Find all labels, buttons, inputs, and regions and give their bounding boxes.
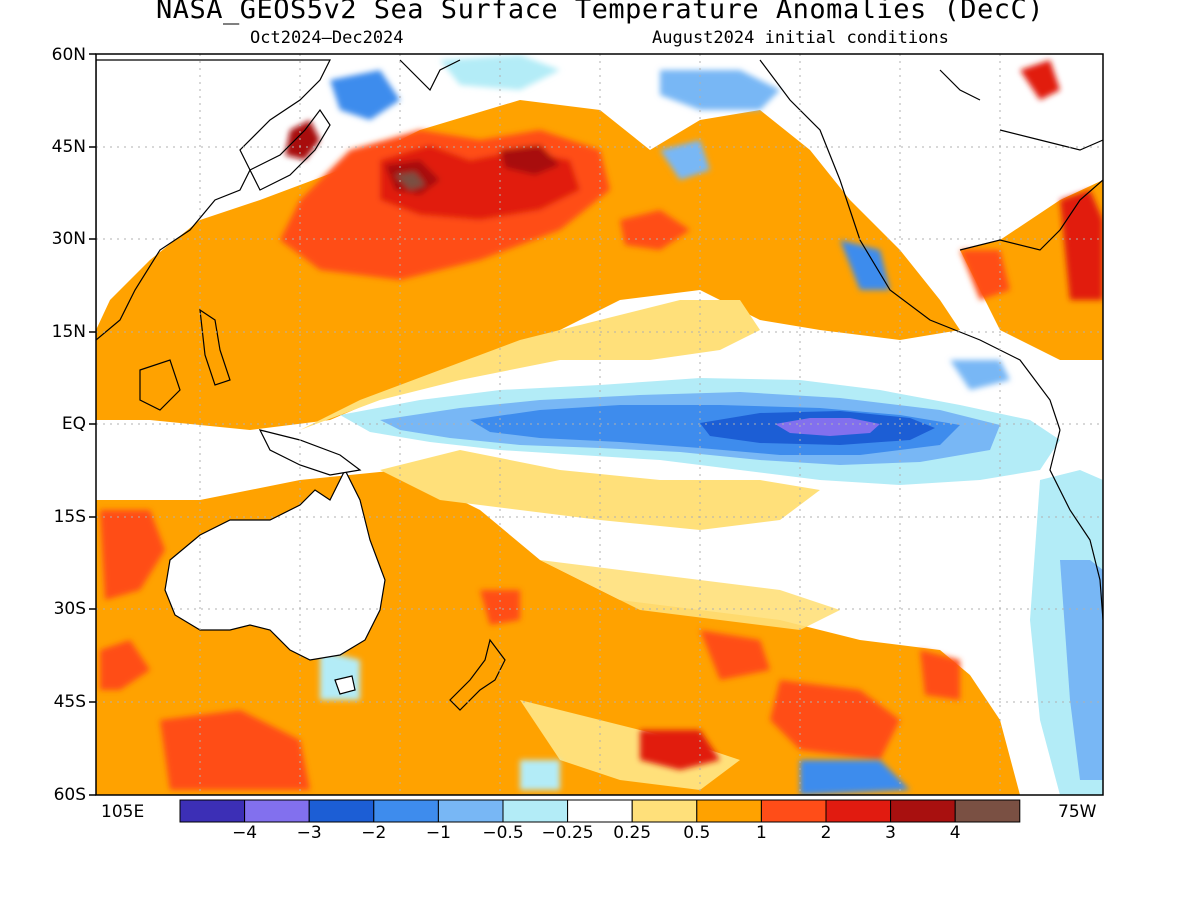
colorbar-swatch — [696, 799, 762, 823]
map-subtitle-init: August2024 initial conditions — [652, 28, 949, 48]
anomaly-field — [96, 54, 1103, 795]
colorbar-swatch — [179, 799, 246, 823]
colorbar-swatch — [825, 799, 892, 823]
lat-label-45s: 45S — [53, 692, 86, 712]
colorbar-tick-label: −2 — [361, 823, 387, 843]
colorbar-swatch — [954, 799, 1021, 823]
colorbar-tick-label: 1 — [755, 823, 767, 843]
colorbar-swatch — [890, 799, 956, 823]
lon-label-left: 105E — [101, 802, 145, 822]
colorbar — [179, 799, 1021, 823]
lat-label-30n: 30N — [51, 229, 86, 249]
colorbar-swatch — [631, 799, 698, 823]
lat-label-60s: 60S — [53, 785, 86, 805]
colorbar-swatch — [567, 799, 633, 823]
colorbar-tick-label: −0.25 — [541, 823, 594, 843]
graticule — [96, 54, 1103, 795]
colorbar-swatch — [308, 799, 375, 823]
map-subtitle-period: Oct2024–Dec2024 — [250, 28, 404, 48]
colorbar-tick-label: 3 — [885, 823, 896, 843]
lat-label-30s: 30S — [53, 599, 86, 619]
colorbar-tick-label: −4 — [232, 823, 258, 843]
lat-label-15n: 15N — [51, 322, 86, 342]
lon-label-right: 75W — [1058, 802, 1097, 822]
colorbar-swatch — [760, 799, 827, 823]
lat-label-60n: 60N — [51, 45, 86, 65]
lat-label-eq: EQ — [61, 414, 86, 434]
colorbar-swatch — [244, 799, 310, 823]
colorbar-tick-label: −1 — [425, 823, 451, 843]
colorbar-tick-label: 2 — [820, 823, 832, 843]
colorbar-tick-label: 0.25 — [613, 823, 652, 843]
colorbar-swatch — [502, 799, 569, 823]
colorbar-tick-label: 4 — [949, 823, 961, 843]
colorbar-swatch — [373, 799, 439, 823]
map-title: NASA_GEOS5v2 Sea Surface Temperature Ano… — [155, 0, 1045, 25]
colorbar-tick-label: −3 — [296, 823, 322, 843]
coastlines — [96, 59, 1103, 711]
lat-label-15s: 15S — [53, 507, 86, 527]
colorbar-swatch — [437, 799, 504, 823]
lat-label-45n: 45N — [51, 137, 86, 157]
colorbar-tick-label: 0.5 — [683, 823, 711, 843]
colorbar-tick-label: −0.5 — [482, 823, 524, 843]
